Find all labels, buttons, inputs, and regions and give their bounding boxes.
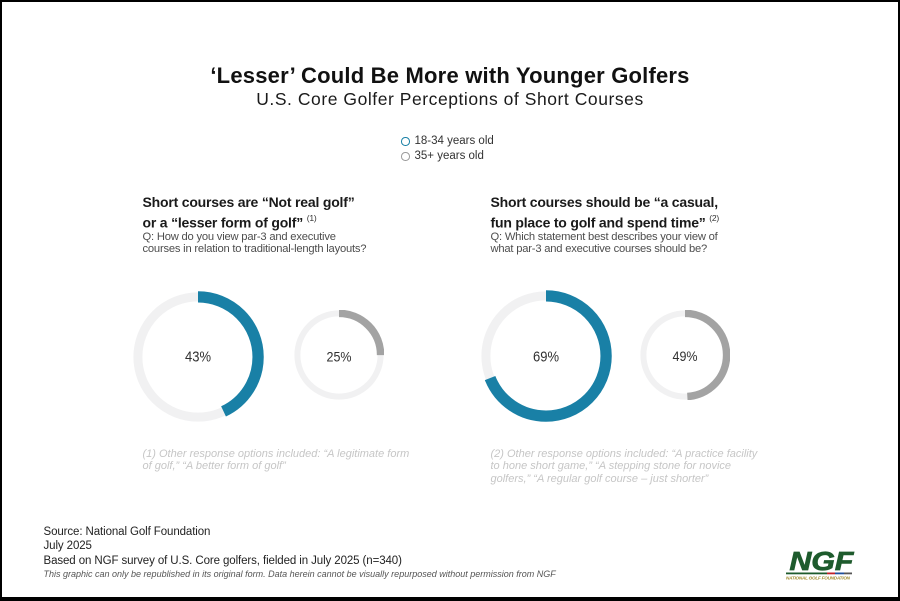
svg-text:49%: 49% — [672, 348, 697, 364]
svg-text:NATIONAL GOLF FOUNDATION: NATIONAL GOLF FOUNDATION — [786, 575, 851, 580]
svg-text:NGF: NGF — [790, 549, 855, 576]
svg-text:69%: 69% — [533, 348, 559, 365]
svg-text:25%: 25% — [326, 348, 351, 364]
svg-text:43%: 43% — [185, 348, 211, 365]
